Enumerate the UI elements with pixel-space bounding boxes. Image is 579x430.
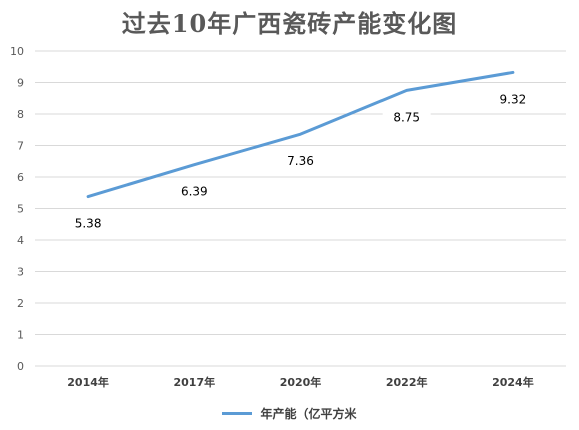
y-tick-label: 2 bbox=[17, 297, 24, 310]
x-tick-label: 2024年 bbox=[492, 375, 534, 389]
y-tick-label: 9 bbox=[17, 77, 24, 90]
legend: 年产能（亿平方米 bbox=[0, 402, 579, 424]
data-label: 8.75 bbox=[393, 110, 420, 124]
gridlines bbox=[35, 50, 566, 367]
y-axis-tick-labels: 0 1 2 3 4 5 6 7 8 9 10 bbox=[10, 45, 24, 373]
data-labels: 5.38 6.39 7.36 8.75 9.32 bbox=[64, 90, 537, 233]
data-label: 5.38 bbox=[75, 217, 102, 231]
legend-label: 年产能（亿平方米 bbox=[260, 406, 357, 421]
x-tick-label: 2017年 bbox=[173, 375, 215, 389]
data-label-bg bbox=[488, 90, 537, 109]
y-tick-label: 8 bbox=[17, 108, 24, 121]
x-tick-label: 2022年 bbox=[386, 375, 428, 389]
y-tick-label: 5 bbox=[17, 203, 24, 216]
data-label: 9.32 bbox=[500, 92, 527, 106]
y-tick-label: 3 bbox=[17, 266, 24, 279]
y-tick-label: 0 bbox=[17, 360, 24, 373]
y-tick-label: 1 bbox=[17, 329, 24, 342]
series-lines bbox=[86, 70, 515, 199]
x-axis-tick-labels: 2014年 2017年 2020年 2022年 2024年 bbox=[67, 375, 533, 389]
data-label-bg bbox=[276, 152, 325, 171]
series-line bbox=[86, 70, 515, 199]
data-label-bg bbox=[382, 108, 431, 127]
data-label: 7.36 bbox=[287, 154, 314, 168]
y-tick-label: 6 bbox=[17, 171, 24, 184]
legend-swatch bbox=[222, 411, 253, 415]
data-label: 6.39 bbox=[181, 185, 208, 199]
chart-title: 过去10年广西瓷砖产能变化图 bbox=[121, 9, 458, 38]
y-tick-label: 4 bbox=[17, 234, 24, 247]
data-label-bg bbox=[170, 182, 219, 201]
y-tick-label: 7 bbox=[17, 140, 24, 153]
x-tick-label: 2014年 bbox=[67, 375, 109, 389]
data-label-bg bbox=[64, 214, 113, 233]
x-tick-label: 2020年 bbox=[280, 375, 322, 389]
y-tick-label: 10 bbox=[10, 45, 24, 58]
